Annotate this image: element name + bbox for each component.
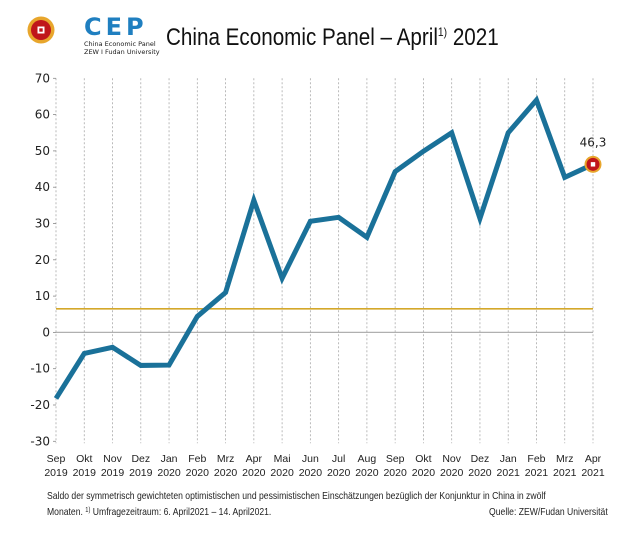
x-tick-label-month: Jan [500, 453, 517, 465]
logo-affiliation: ZEW I Fudan University [84, 48, 160, 56]
x-tick-label-month: Sep [47, 453, 66, 465]
logo-subtitle: China Economic Panel [84, 40, 156, 48]
x-tick-label-month: Dez [471, 453, 490, 465]
y-tick-label: 0 [42, 325, 50, 339]
x-tick-label-year: 2019 [44, 467, 68, 479]
x-tick-label-month: Nov [103, 453, 122, 465]
x-tick-label-year: 2020 [327, 467, 351, 479]
y-tick-label: 30 [35, 217, 50, 231]
x-tick-label-year: 2020 [355, 467, 379, 479]
cep-logo: CEP China Economic Panel ZEW I Fudan Uni… [26, 14, 160, 56]
x-tick-label-year: 2020 [270, 467, 294, 479]
footnote-mark: 1) [85, 507, 91, 514]
y-tick-label: -20 [30, 398, 50, 412]
x-tick-label-month: Mrz [217, 453, 235, 465]
x-tick-label-year: 2019 [101, 467, 125, 479]
y-tick-label: -10 [30, 362, 50, 376]
series-line [53, 95, 595, 400]
title-year: 2021 [452, 24, 499, 51]
y-tick-label: 70 [35, 71, 50, 85]
x-tick-label-month: Jan [161, 453, 178, 465]
x-tick-label-year: 2020 [383, 467, 407, 479]
chart-title: China Economic Panel – April1) 2021 [166, 24, 499, 52]
x-tick-label-year: 2019 [73, 467, 97, 479]
x-tick-label-year: 2020 [186, 467, 210, 479]
title-text: China Economic Panel – April [166, 24, 438, 51]
x-tick-label-year: 2020 [157, 467, 181, 479]
logo-wordmark: CEP [84, 13, 148, 41]
title-footnote-mark: 1) [437, 25, 448, 39]
marker-center [590, 162, 596, 167]
x-tick-label-month: Feb [188, 453, 206, 465]
y-tick-label: 10 [35, 289, 50, 303]
x-tick-label-year: 2021 [553, 467, 577, 479]
x-tick-label-year: 2020 [242, 467, 266, 479]
source-note: Quelle: ZEW/Fudan Universität [489, 506, 608, 518]
x-tick-label-year: 2021 [581, 467, 605, 479]
footnote-survey-period: Monaten. 1) Umfragezeitraum: 6. April202… [47, 506, 271, 519]
y-tick-label: 60 [35, 108, 50, 122]
x-tick-label-year: 2020 [440, 467, 464, 479]
y-tick-label: 40 [35, 180, 50, 194]
x-tick-label-month: Dez [131, 453, 150, 465]
x-tick-label-year: 2019 [129, 467, 153, 479]
footnote-description: Saldo der symmetrisch gewichteten optimi… [47, 490, 546, 502]
footnote-period: Umfragezeitraum: 6. April2021 – 14. Apri… [92, 506, 272, 518]
x-tick-label-month: Aug [358, 453, 377, 465]
x-tick-label-month: Apr [246, 453, 263, 465]
x-tick-label-month: Jun [302, 453, 319, 465]
logo-emblem-icon [27, 16, 55, 44]
x-tick-label-month: Apr [585, 453, 602, 465]
x-tick-label-year: 2021 [525, 467, 549, 479]
x-tick-label-month: Mrz [556, 453, 574, 465]
x-tick-label-month: Feb [527, 453, 545, 465]
data-label: 46,3 [580, 135, 607, 149]
x-tick-label-year: 2021 [497, 467, 521, 479]
x-tick-label-month: Mai [274, 453, 291, 465]
y-tick-label: 20 [35, 253, 50, 267]
x-tick-label-month: Jul [332, 453, 345, 465]
x-tick-label-month: Nov [442, 453, 461, 465]
x-tick-label-year: 2020 [214, 467, 238, 479]
y-tick-label: 50 [35, 144, 50, 158]
x-tick-label-year: 2020 [412, 467, 436, 479]
x-tick-label-month: Okt [415, 453, 431, 465]
y-tick-label: -30 [30, 434, 50, 448]
x-tick-label-year: 2020 [468, 467, 492, 479]
footnote-prefix: Monaten. [47, 506, 83, 518]
x-tick-label-month: Okt [76, 453, 92, 465]
x-tick-label-month: Sep [386, 453, 405, 465]
x-tick-label-year: 2020 [299, 467, 323, 479]
